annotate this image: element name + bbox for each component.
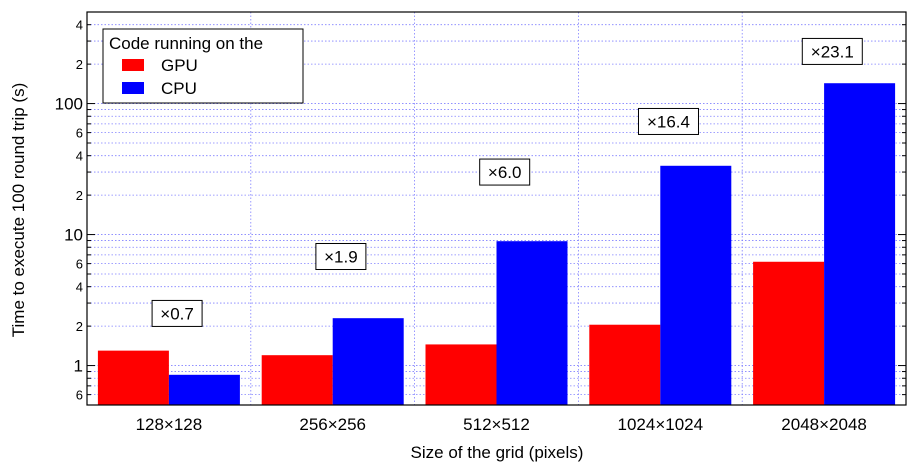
y-tick-label: 4 — [76, 149, 83, 164]
ratio-label: ×16.4 — [637, 107, 699, 135]
ratio-label-text: ×6.0 — [488, 163, 522, 182]
ratio-label-box — [637, 107, 699, 135]
ratio-label-box — [315, 243, 367, 271]
bar-cpu — [496, 241, 568, 405]
bar-gpu — [753, 261, 825, 405]
y-tick-label: 6 — [76, 388, 83, 403]
legend-label-cpu: CPU — [161, 79, 197, 98]
x-tick-label: 512×512 — [463, 415, 530, 434]
y-tick-label: 6 — [76, 257, 83, 272]
bar-cpu — [824, 83, 896, 405]
y-tick-label: 4 — [76, 18, 83, 33]
bar-gpu — [97, 350, 169, 405]
y-tick-label: 2 — [76, 188, 83, 203]
ratio-label-text: ×16.4 — [647, 112, 690, 131]
y-tick-label: 6 — [76, 126, 83, 141]
y-tick-label: 4 — [76, 280, 83, 295]
y-axis-label: Time to execute 100 round trip (s) — [9, 83, 28, 338]
ratio-label: ×0.7 — [151, 299, 203, 327]
ratio-label-text: ×1.9 — [324, 248, 358, 267]
x-tick-label: 128×128 — [136, 415, 203, 434]
legend-label-gpu: GPU — [161, 56, 198, 75]
bar-cpu — [332, 318, 404, 405]
legend-swatch-gpu — [122, 59, 144, 71]
legend: Code running on the GPU CPU — [102, 28, 304, 104]
ratio-label-text: ×0.7 — [160, 304, 194, 323]
bar-cpu — [660, 165, 732, 405]
x-axis-label: Size of the grid (pixels) — [411, 443, 584, 462]
ratio-label: ×6.0 — [479, 158, 531, 186]
ratio-label-box — [801, 37, 863, 65]
bar-gpu — [425, 344, 497, 405]
ratio-label-text: ×23.1 — [811, 42, 854, 61]
y-tick-label: 2 — [76, 319, 83, 334]
bars-layer — [97, 83, 896, 405]
x-tick-label: 256×256 — [299, 415, 366, 434]
ratio-layer: ×0.7 ×1.9 ×6.0 ×16.4 ×23.1 — [151, 37, 863, 327]
y-tick-label: 1 — [74, 357, 83, 376]
bar-gpu — [261, 355, 333, 405]
bar-gpu — [589, 324, 661, 405]
y-tick-label: 100 — [55, 95, 83, 114]
y-tick-label: 2 — [76, 57, 83, 72]
ratio-label-box — [151, 299, 203, 327]
plot-frame — [86, 11, 907, 406]
ticks-layer: 6 1 2 4 6 10 2 4 6 100 2 4 128×128 256×256 512×512 1024… — [55, 18, 906, 434]
legend-title: Code running on the — [109, 34, 263, 53]
x-tick-label: 2048×2048 — [781, 415, 867, 434]
x-tick-label: 1024×1024 — [618, 415, 704, 434]
legend-swatch-cpu — [122, 82, 144, 94]
bar-cpu — [168, 374, 240, 405]
ratio-label-box — [479, 158, 531, 186]
ratio-label: ×1.9 — [315, 243, 367, 271]
ratio-label: ×23.1 — [801, 37, 863, 65]
y-tick-label: 10 — [64, 226, 83, 245]
